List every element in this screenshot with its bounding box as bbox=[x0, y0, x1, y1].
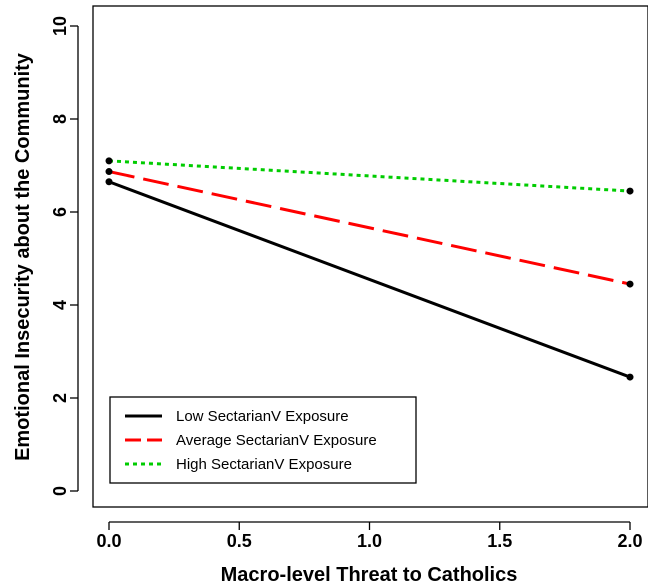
plot-frame bbox=[92, 5, 648, 508]
data-point bbox=[626, 373, 634, 381]
plot-area bbox=[92, 5, 648, 508]
series-1 bbox=[105, 178, 634, 381]
x-tick-label: 0.0 bbox=[96, 531, 121, 551]
x-tick-label: 1.5 bbox=[487, 531, 512, 551]
data-point bbox=[105, 178, 113, 186]
x-tick-label: 0.5 bbox=[227, 531, 252, 551]
legend-label: Low SectarianV Exposure bbox=[176, 408, 349, 425]
x-tick-label: 1.0 bbox=[357, 531, 382, 551]
y-tick-label: 10 bbox=[50, 16, 70, 36]
y-axis-title: Emotional Insecurity about the Community bbox=[12, 52, 34, 461]
y-tick-label: 4 bbox=[50, 300, 70, 310]
x-axis: 0.0 0.5 1.0 1.5 2.0 bbox=[96, 521, 643, 551]
data-point bbox=[626, 280, 634, 288]
y-tick-label: 0 bbox=[50, 486, 70, 496]
y-tick-label: 8 bbox=[50, 114, 70, 124]
legend-label: Average SectarianV Exposure bbox=[176, 432, 377, 449]
y-tick-label: 2 bbox=[50, 393, 70, 403]
data-point bbox=[105, 157, 113, 165]
y-tick-label: 6 bbox=[50, 207, 70, 217]
series-line bbox=[108, 180, 631, 379]
data-point bbox=[105, 168, 113, 176]
legend-label: High SectarianV Exposure bbox=[176, 456, 352, 473]
y-axis: 0 2 4 6 8 10 bbox=[50, 16, 79, 496]
series-line bbox=[108, 159, 631, 193]
legend: Low SectarianV Exposure Average Sectarian… bbox=[109, 396, 417, 484]
x-axis-title: Macro-level Threat to Catholics bbox=[221, 564, 518, 586]
series-line bbox=[108, 170, 631, 286]
series-2 bbox=[105, 168, 634, 288]
x-tick-label: 2.0 bbox=[617, 531, 642, 551]
data-point bbox=[626, 187, 634, 195]
series-3 bbox=[105, 157, 634, 195]
